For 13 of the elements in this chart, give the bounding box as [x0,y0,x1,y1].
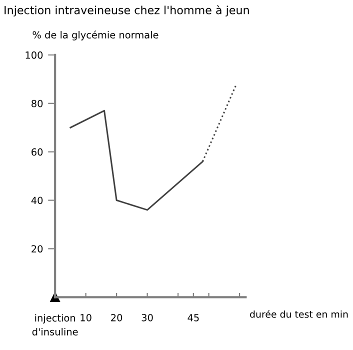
y-tick-label: 100 [26,51,43,59]
chart-title: Injection intraveineuse chez l'homme à jeun [4,5,249,16]
y-axis-title: % de la glycémie normale [32,30,158,40]
x-tick-label: 20 [111,314,122,322]
y-tick-label: 20 [32,245,43,253]
x-tick-label: 10 [80,314,92,322]
y-tick-label: 60 [32,148,43,156]
x-axis-title: durée du test en min [250,310,348,318]
x-tick-label: 30 [142,314,153,322]
y-tick-label: 80 [32,100,43,108]
text: injection d'insuline [32,314,78,336]
y-tick-label: 40 [31,196,43,204]
x-tick-label: 45 [188,314,199,322]
